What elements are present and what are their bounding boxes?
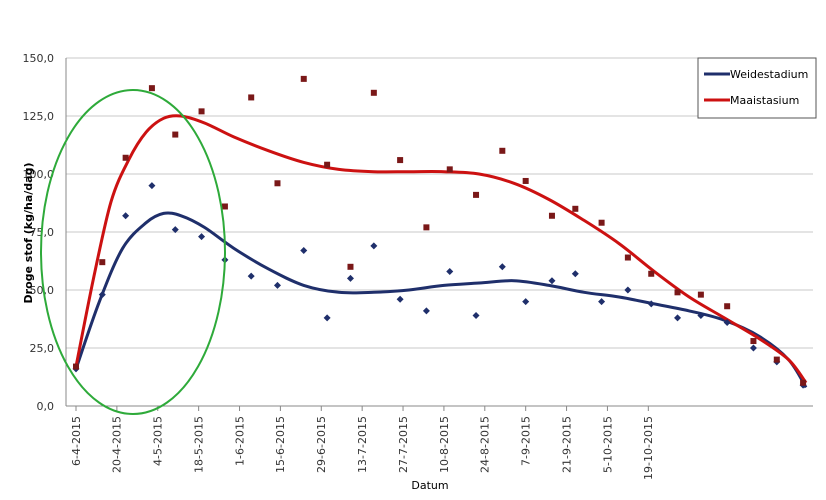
data-point-maaistasium (370, 89, 377, 96)
data-point-maaistasium (624, 254, 631, 261)
x-tick-label: 20-4-2015 (111, 416, 124, 473)
data-point-weidestadium (522, 298, 530, 306)
data-point-maaistasium (99, 259, 106, 266)
data-point-weidestadium (198, 233, 206, 241)
y-tick-label: 100,0 (23, 168, 55, 181)
x-tick-label: 7-9-2015 (520, 416, 533, 466)
data-point-maaistasium (172, 131, 179, 138)
legend-box (697, 57, 817, 119)
data-point-weidestadium (446, 267, 454, 275)
data-point-maaistasium (423, 224, 430, 231)
x-tick-label: 15-6-2015 (274, 416, 287, 473)
data-point-weidestadium (300, 247, 308, 255)
data-point-weidestadium (396, 295, 404, 303)
data-point-maaistasium (221, 203, 228, 210)
data-points (72, 75, 807, 389)
data-point-maaistasium (198, 108, 205, 115)
data-point-maaistasium (697, 291, 704, 298)
data-point-weidestadium (674, 314, 682, 322)
y-tick-label: 150,0 (23, 52, 55, 65)
highlight-ellipse (40, 89, 226, 415)
x-tick-label: 1-6-2015 (233, 416, 246, 466)
data-point-maaistasium (548, 212, 555, 219)
x-tick-label: 19-10-2015 (642, 416, 655, 480)
data-point-weidestadium (598, 298, 606, 306)
data-point-maaistasium (248, 94, 255, 101)
y-tick-label: 125,0 (23, 110, 55, 123)
x-tick-label: 24-8-2015 (479, 416, 492, 473)
data-point-weidestadium (697, 312, 705, 320)
gridlines (65, 57, 813, 407)
x-tick-labels: 6-4-2015 20-4-2015 4-5-2015 18-5-2015 1-6-20… (70, 406, 655, 480)
data-point-weidestadium (247, 272, 255, 280)
y-axis-label: Droge stof (kg/ha/dag) (22, 163, 35, 304)
data-point-maaistasium (724, 303, 731, 310)
x-tick-label: 5-10-2015 (601, 416, 614, 473)
x-tick-label: 10-8-2015 (438, 416, 451, 473)
legend-label-weidestadium: Weidestadium (730, 68, 808, 81)
y-tick-label: 50,0 (30, 284, 55, 297)
data-point-maaistasium (122, 154, 129, 161)
data-point-maaistasium (73, 363, 79, 370)
data-point-maaistasium (274, 180, 281, 187)
data-point-weidestadium (548, 277, 556, 285)
trend-lines (74, 114, 808, 389)
data-point-maaistasium (522, 177, 529, 184)
data-point-maaistasium (473, 191, 480, 198)
data-point-maaistasium (598, 219, 605, 226)
data-point-maaistasium (148, 85, 155, 92)
x-tick-label: 4-5-2015 (152, 416, 165, 466)
data-point-maaistasium (397, 157, 404, 164)
data-point-maaistasium (750, 338, 757, 345)
x-tick-label: 27-7-2015 (397, 416, 410, 473)
data-point-weidestadium (472, 312, 480, 320)
data-point-weidestadium (422, 307, 430, 315)
data-point-weidestadium (749, 344, 757, 352)
data-point-weidestadium (98, 291, 106, 299)
x-tick-label: 18-5-2015 (192, 416, 205, 473)
data-point-weidestadium (171, 226, 179, 234)
data-point-weidestadium (273, 281, 281, 289)
trend-line-maaistasium (74, 114, 808, 384)
data-point-maaistasium (300, 75, 307, 82)
data-point-maaistasium (773, 356, 780, 363)
x-tick-label: 13-7-2015 (356, 416, 369, 473)
data-point-maaistasium (648, 270, 655, 277)
data-point-weidestadium (723, 318, 731, 326)
data-point-weidestadium (148, 182, 156, 190)
data-point-weidestadium (571, 270, 579, 278)
trend-line-weidestadium (74, 211, 808, 389)
data-point-maaistasium (347, 263, 354, 270)
data-point-maaistasium (572, 205, 579, 212)
data-point-weidestadium (370, 242, 378, 250)
legend-label-maaistasium: Maaistasium (730, 94, 799, 107)
data-point-maaistasium (674, 289, 681, 296)
data-point-weidestadium (624, 286, 632, 294)
data-point-maaistasium (446, 166, 453, 173)
data-point-maaistasium (499, 147, 506, 154)
x-axis-label: Datum (411, 479, 448, 492)
data-point-weidestadium (323, 314, 331, 322)
x-tick-label: 21-9-2015 (560, 416, 573, 473)
data-point-weidestadium (122, 212, 130, 220)
x-tick-label: 29-6-2015 (315, 416, 328, 473)
data-point-weidestadium (647, 300, 655, 308)
legend: Weidestadium Maaistasium (697, 57, 817, 119)
x-tick-label: 6-4-2015 (70, 416, 83, 466)
data-point-maaistasium (800, 379, 807, 386)
y-tick-label: 25,0 (30, 342, 55, 355)
y-tick-label: 0,0 (37, 400, 55, 413)
data-point-weidestadium (498, 263, 506, 271)
data-point-weidestadium (346, 274, 354, 282)
data-point-maaistasium (324, 161, 331, 168)
